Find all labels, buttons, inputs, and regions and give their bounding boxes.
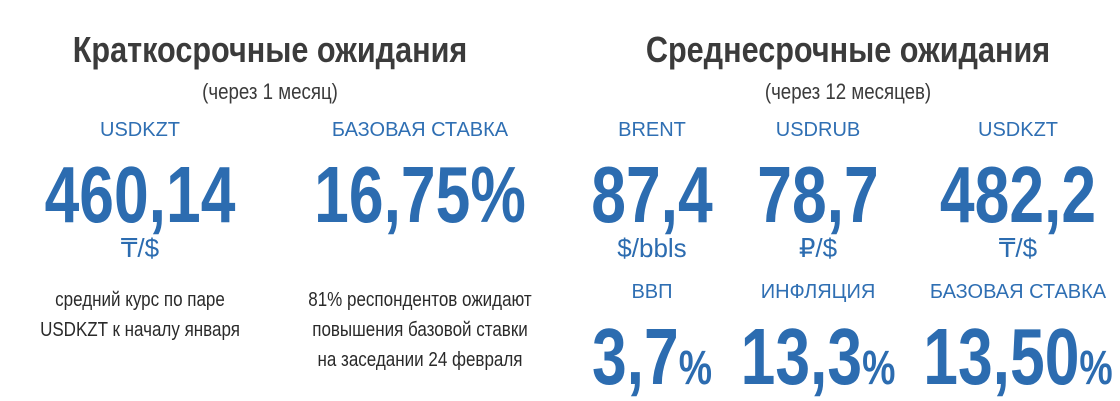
section-title: Среднесрочные ожидания bbox=[645, 29, 1051, 70]
metric-note: на заседании 24 февраля bbox=[317, 349, 523, 371]
metric-label: БАЗОВАЯ СТАВКА bbox=[331, 119, 509, 141]
value-number: 87,4 bbox=[591, 150, 713, 239]
value-number: 13,3 bbox=[740, 312, 863, 401]
metric-value: 16,75% bbox=[314, 155, 526, 235]
metric-value: 460,14 bbox=[45, 155, 236, 235]
metric-note: средний курс по паре bbox=[55, 289, 225, 311]
metric-label: ИНФЛЯЦИЯ bbox=[760, 281, 876, 303]
metric-label: ВВП bbox=[631, 281, 673, 303]
metric-unit: ₸/$ bbox=[120, 233, 160, 263]
metric-value: 13,3% bbox=[741, 317, 896, 397]
metric-value: 13,50% bbox=[923, 317, 1112, 397]
value-suffix: % bbox=[1079, 342, 1113, 395]
metric-label: USDRUB bbox=[775, 119, 861, 141]
metric-value: 482,2 bbox=[940, 155, 1096, 235]
metric-value: 3,7% bbox=[592, 317, 712, 397]
metric-note: USDKZT к началу января bbox=[40, 319, 240, 341]
value-suffix: % bbox=[862, 342, 896, 395]
metric-label: BRENT bbox=[618, 119, 686, 141]
metric-note: повышения базовой ставки bbox=[312, 319, 528, 341]
metric-note: 81% респондентов ожидают bbox=[308, 289, 532, 311]
value-number: 482,2 bbox=[939, 150, 1097, 239]
metric-unit: ₸/$ bbox=[998, 233, 1038, 263]
metric-label: USDKZT bbox=[100, 119, 180, 141]
value-number: 460,14 bbox=[44, 150, 236, 239]
metric-value: 87,4 bbox=[591, 155, 712, 235]
value-number: 3,7 bbox=[591, 312, 679, 401]
section-subtitle: (через 12 месяцев) bbox=[764, 79, 932, 104]
section-title: Краткосрочные ожидания bbox=[72, 29, 468, 70]
metric-unit: $/bbls bbox=[617, 233, 687, 263]
value-number: 16,75% bbox=[314, 150, 526, 239]
section-subtitle: (через 1 месяц) bbox=[202, 79, 338, 104]
value-suffix: % bbox=[678, 342, 713, 395]
metric-unit: ₽/$ bbox=[798, 233, 838, 263]
metric-label: БАЗОВАЯ СТАВКА bbox=[929, 281, 1107, 303]
metric-label: USDKZT bbox=[978, 119, 1058, 141]
value-number: 13,50 bbox=[923, 312, 1080, 401]
value-number: 78,7 bbox=[757, 150, 879, 239]
metric-value: 78,7 bbox=[757, 155, 878, 235]
